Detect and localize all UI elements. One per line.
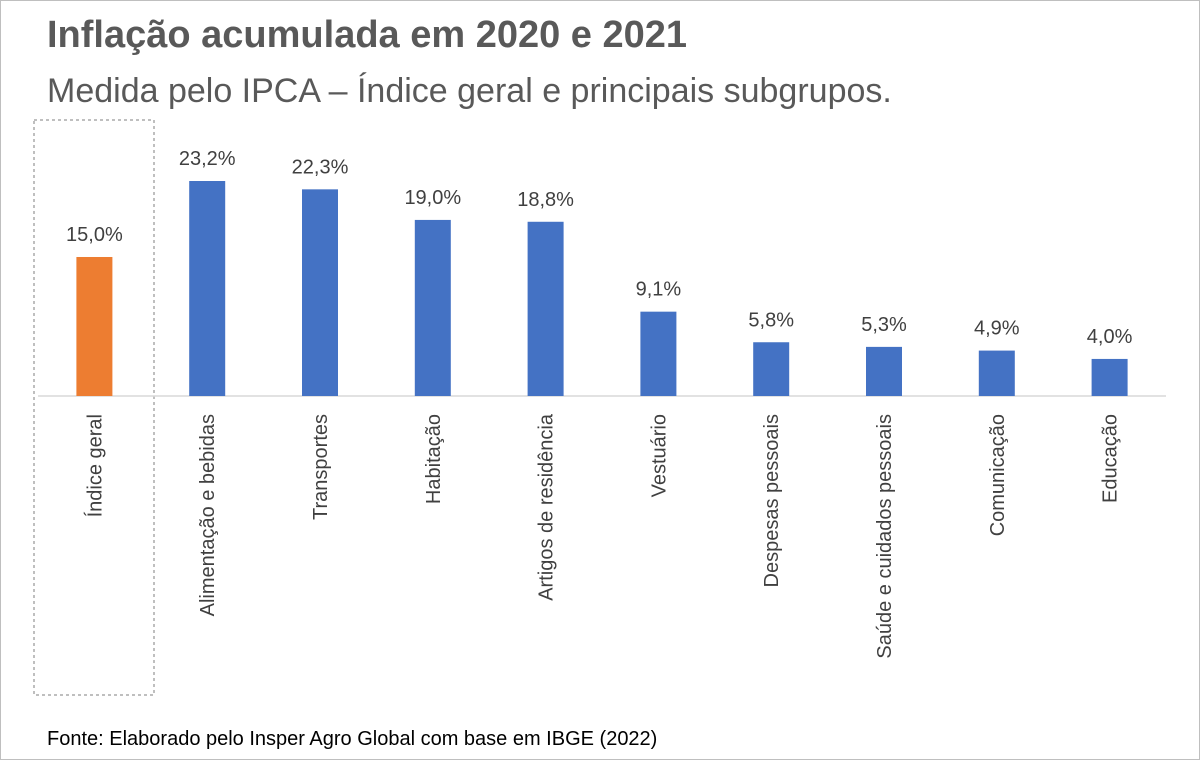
bar bbox=[753, 342, 790, 396]
bar bbox=[189, 181, 226, 396]
bar bbox=[414, 219, 451, 396]
bar bbox=[76, 256, 113, 396]
data-label: 18,8% bbox=[517, 189, 574, 211]
category-label: Despesas pessoais bbox=[761, 414, 783, 587]
chart-title: Inflação acumulada em 2020 e 2021 bbox=[47, 14, 688, 56]
data-label: 5,8% bbox=[748, 309, 794, 331]
data-label: 9,1% bbox=[636, 279, 682, 301]
bar bbox=[978, 350, 1015, 396]
data-label: 22,3% bbox=[292, 156, 349, 178]
source-note: Fonte: Elaborado pelo Insper Agro Global… bbox=[47, 728, 658, 750]
data-label: 19,0% bbox=[404, 187, 461, 209]
data-label: 15,0% bbox=[66, 224, 123, 246]
bar bbox=[527, 221, 564, 396]
data-label: 23,2% bbox=[179, 148, 236, 170]
category-label: Artigos de residência bbox=[536, 413, 558, 601]
bar bbox=[302, 189, 338, 396]
category-label: Comunicação bbox=[987, 414, 1009, 536]
category-label: Saúde e cuidados pessoais bbox=[874, 414, 896, 659]
category-label: Educação bbox=[1100, 414, 1122, 503]
bar bbox=[866, 346, 902, 396]
category-label: Habitação bbox=[423, 414, 445, 504]
highlight-box bbox=[33, 119, 155, 696]
data-label: 4,9% bbox=[974, 318, 1020, 340]
category-label: Vestuário bbox=[648, 414, 670, 497]
category-label: Índice geral bbox=[83, 414, 106, 517]
category-label: Alimentação e bebidas bbox=[197, 414, 219, 616]
data-label: 4,0% bbox=[1087, 326, 1133, 348]
bar bbox=[640, 311, 677, 396]
data-label: 5,3% bbox=[861, 314, 907, 336]
category-label: Transportes bbox=[310, 414, 332, 520]
bar bbox=[1091, 358, 1128, 396]
chart-subtitle: Medida pelo IPCA – Índice geral e princi… bbox=[47, 72, 892, 110]
